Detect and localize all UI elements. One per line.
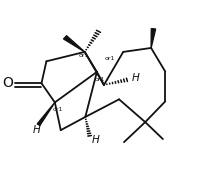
- Text: or1: or1: [94, 77, 105, 82]
- Text: H: H: [92, 135, 100, 145]
- Text: O: O: [2, 76, 13, 90]
- Text: H: H: [132, 73, 140, 84]
- Text: or1: or1: [53, 107, 63, 112]
- Text: or1: or1: [79, 53, 89, 58]
- Polygon shape: [151, 29, 156, 48]
- Polygon shape: [64, 36, 85, 52]
- Text: or1: or1: [105, 56, 115, 61]
- Polygon shape: [37, 102, 55, 125]
- Text: H: H: [33, 125, 40, 135]
